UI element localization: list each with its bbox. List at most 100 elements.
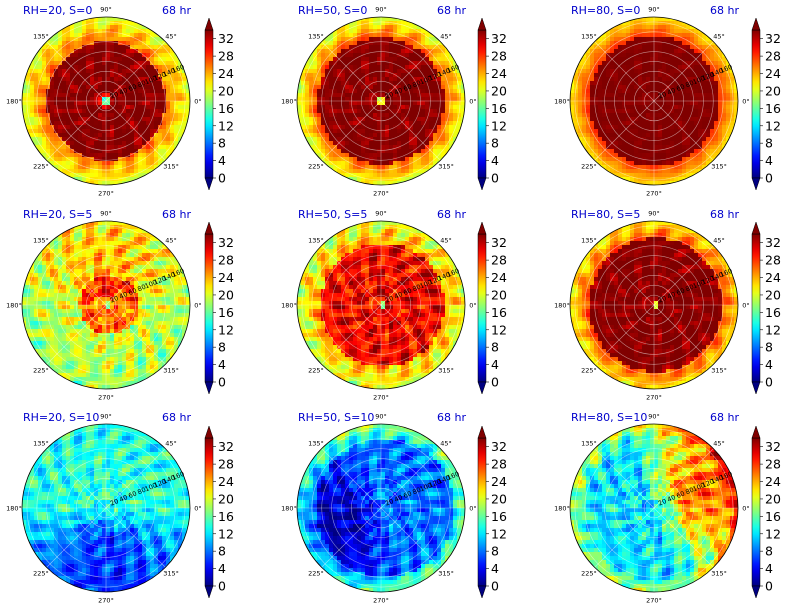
angle-tick-label: 270° bbox=[98, 597, 114, 605]
colorbar-tick-label: 8 bbox=[218, 340, 226, 355]
angle-tick-label: 180° bbox=[281, 302, 297, 310]
panel-time: 68 hr bbox=[437, 411, 466, 424]
polar-panel: 90°45°0°315°270°225°180°135°204060801001… bbox=[6, 208, 202, 402]
colorbar: 0 4 8 12 16 20 24 28 32 bbox=[751, 17, 781, 191]
polar-panel: 90°45°0°315°270°225°180°135°204060801001… bbox=[6, 411, 202, 605]
colorbar-tick-label: 20 bbox=[218, 491, 234, 506]
panel-title: RH=80, S=5 bbox=[571, 208, 640, 221]
angle-tick-label: 135° bbox=[581, 439, 597, 447]
colorbar-tick-label: 12 bbox=[218, 322, 234, 337]
colorbar-tick-label: 32 bbox=[218, 31, 234, 46]
angle-tick-label: 135° bbox=[33, 439, 49, 447]
panel-title: RH=20, S=5 bbox=[23, 208, 92, 221]
colorbar-tick-label: 20 bbox=[765, 287, 781, 302]
radial-tick-label: 80 bbox=[411, 283, 422, 294]
colorbar-tick-label: 16 bbox=[218, 101, 234, 116]
colorbar-tick-label: 16 bbox=[218, 305, 234, 320]
panel-time: 68 hr bbox=[710, 4, 739, 17]
radial-tick-label: 40 bbox=[393, 86, 404, 97]
colorbar-tick-label: 20 bbox=[218, 83, 234, 98]
colorbar-tick-label: 32 bbox=[491, 31, 507, 46]
colorbar-tick-label: 16 bbox=[491, 305, 507, 320]
angle-tick-label: 90° bbox=[100, 6, 112, 14]
angle-tick-label: 0° bbox=[194, 302, 201, 310]
radial-tick-label: 40 bbox=[666, 290, 677, 301]
colorbar-tick-label: 4 bbox=[765, 153, 773, 168]
angle-tick-label: 45° bbox=[713, 32, 725, 40]
colorbar: 0 4 8 12 16 20 24 28 32 bbox=[477, 17, 507, 191]
radial-tick-label: 80 bbox=[136, 283, 147, 294]
angle-tick-label: 180° bbox=[554, 302, 570, 310]
panel-title: RH=20, S=10 bbox=[23, 411, 99, 424]
angle-tick-label: 0° bbox=[194, 98, 201, 106]
angle-tick-label: 315° bbox=[711, 367, 727, 375]
radial-tick-label: 80 bbox=[136, 486, 147, 497]
radial-tick-label: 20 bbox=[657, 497, 668, 508]
angle-tick-label: 315° bbox=[163, 570, 179, 578]
colorbar-tick-label: 8 bbox=[218, 136, 226, 151]
angle-tick-label: 225° bbox=[581, 163, 597, 171]
radial-tick-label: 40 bbox=[118, 493, 129, 504]
angle-tick-label: 90° bbox=[648, 210, 660, 218]
colorbar-tick-label: 24 bbox=[218, 270, 234, 285]
radial-tick-label: 80 bbox=[411, 79, 422, 90]
angle-tick-label: 90° bbox=[375, 413, 387, 421]
angle-tick-label: 135° bbox=[581, 32, 597, 40]
radial-tick-label: 40 bbox=[393, 493, 404, 504]
polar-panel: 90°45°0°315°270°225°180°135°204060801001… bbox=[6, 4, 202, 198]
colorbar-tick-label: 16 bbox=[491, 101, 507, 116]
radial-tick-label: 20 bbox=[657, 294, 668, 305]
panel-title: RH=50, S=10 bbox=[298, 411, 374, 424]
colorbar-tick-label: 4 bbox=[218, 561, 226, 576]
angle-tick-label: 0° bbox=[742, 302, 749, 310]
radial-tick-label: 60 bbox=[675, 83, 686, 94]
colorbar-tick-label: 12 bbox=[218, 118, 234, 133]
angle-tick-label: 45° bbox=[440, 32, 452, 40]
angle-tick-label: 270° bbox=[646, 597, 662, 605]
angle-tick-label: 135° bbox=[308, 439, 324, 447]
colorbar: 0 4 8 12 16 20 24 28 32 bbox=[751, 221, 781, 395]
colorbar-tick-label: 24 bbox=[765, 66, 781, 81]
colorbar-tick-label: 28 bbox=[765, 49, 781, 64]
colorbar-tick-label: 32 bbox=[491, 439, 507, 454]
angle-tick-label: 0° bbox=[469, 302, 476, 310]
colorbar-tick-label: 0 bbox=[491, 171, 499, 186]
angle-tick-label: 270° bbox=[373, 190, 389, 198]
colorbar-tick-label: 4 bbox=[491, 561, 499, 576]
angle-tick-label: 0° bbox=[742, 98, 749, 106]
radial-tick-label: 80 bbox=[684, 283, 695, 294]
panel-title: RH=80, S=0 bbox=[571, 4, 640, 17]
angle-tick-label: 180° bbox=[6, 98, 22, 106]
angle-tick-label: 180° bbox=[281, 505, 297, 513]
angle-tick-label: 180° bbox=[6, 505, 22, 513]
colorbar-tick-label: 28 bbox=[218, 457, 234, 472]
colorbar-tick-label: 8 bbox=[491, 544, 499, 559]
angle-tick-label: 0° bbox=[194, 505, 201, 513]
colorbar-tick-label: 32 bbox=[491, 235, 507, 250]
radial-tick-label: 80 bbox=[411, 486, 422, 497]
polar-panel: 90°45°0°315°270°225°180°135°204060801001… bbox=[554, 411, 750, 605]
colorbar-tick-label: 8 bbox=[765, 544, 773, 559]
angle-tick-label: 180° bbox=[554, 98, 570, 106]
colorbar-tick-label: 0 bbox=[765, 579, 773, 594]
radial-tick-label: 20 bbox=[384, 497, 395, 508]
radial-tick-label: 20 bbox=[384, 90, 395, 101]
angle-tick-label: 225° bbox=[308, 367, 324, 375]
polar-panel: 90°45°0°315°270°225°180°135°204060801001… bbox=[554, 208, 750, 402]
colorbar: 0 4 8 12 16 20 24 28 32 bbox=[204, 221, 234, 395]
radial-tick-label: 20 bbox=[657, 90, 668, 101]
radial-tick-label: 20 bbox=[109, 294, 120, 305]
colorbar-tick-label: 12 bbox=[218, 526, 234, 541]
heatmap-field bbox=[297, 17, 465, 185]
angle-tick-label: 270° bbox=[373, 597, 389, 605]
panel-title: RH=80, S=10 bbox=[571, 411, 647, 424]
colorbar-tick-label: 8 bbox=[765, 136, 773, 151]
colorbar-tick-label: 32 bbox=[765, 439, 781, 454]
colorbar-tick-label: 24 bbox=[765, 270, 781, 285]
colorbar-tick-label: 12 bbox=[491, 118, 507, 133]
angle-tick-label: 90° bbox=[648, 413, 660, 421]
angle-tick-label: 135° bbox=[33, 32, 49, 40]
angle-tick-label: 225° bbox=[308, 163, 324, 171]
colorbar-tick-label: 20 bbox=[765, 83, 781, 98]
